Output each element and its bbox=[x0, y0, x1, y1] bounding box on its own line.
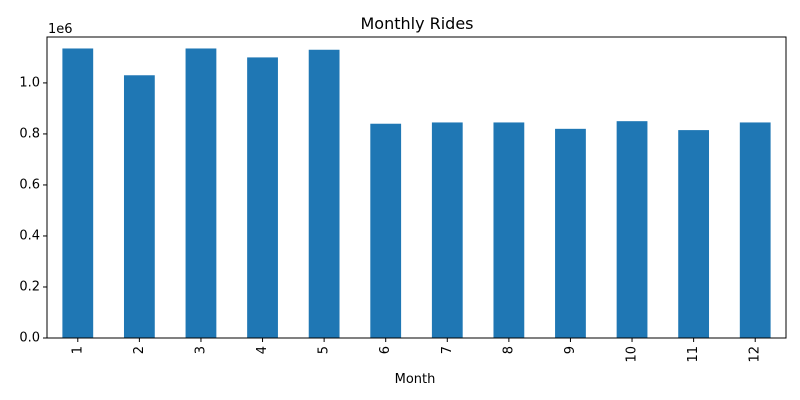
chart-title: Monthly Rides bbox=[360, 14, 473, 33]
y-tick-label: 0.0 bbox=[19, 331, 40, 346]
bar-month-6 bbox=[370, 123, 402, 338]
bar-month-11 bbox=[678, 130, 710, 338]
plot-area-frame bbox=[46, 36, 787, 339]
y-tick-label: 0.8 bbox=[19, 126, 40, 141]
x-tick-label: 9 bbox=[563, 346, 578, 354]
x-tick-label: 7 bbox=[440, 346, 455, 354]
bar-month-10 bbox=[616, 121, 648, 338]
x-tick-label: 5 bbox=[317, 346, 332, 354]
bar-month-2 bbox=[123, 75, 155, 339]
x-axis-label: Month bbox=[395, 372, 436, 387]
bar-month-1 bbox=[62, 48, 94, 338]
y-tick-label: 0.2 bbox=[19, 279, 40, 294]
x-tick-label: 3 bbox=[193, 346, 208, 354]
y-tick-label: 0.6 bbox=[19, 177, 40, 192]
bar-month-5 bbox=[308, 49, 340, 338]
y-axis-ticks: 0.0 0.2 0.4 0.6 0.8 1.0 bbox=[19, 75, 47, 346]
x-tick-label: 6 bbox=[378, 346, 393, 354]
x-tick-label: 12 bbox=[748, 346, 763, 363]
y-tick-label: 1.0 bbox=[19, 75, 40, 90]
bar-month-3 bbox=[185, 48, 217, 338]
x-tick-label: 11 bbox=[686, 346, 701, 363]
x-tick-label: 2 bbox=[132, 346, 147, 354]
x-tick-label: 10 bbox=[625, 346, 640, 363]
y-axis-offset-label: 1e6 bbox=[48, 22, 73, 37]
bar-month-12 bbox=[739, 122, 771, 338]
y-tick-label: 0.4 bbox=[19, 228, 40, 243]
x-tick-label: 1 bbox=[70, 346, 85, 354]
bar-month-8 bbox=[493, 122, 525, 338]
x-tick-label: 8 bbox=[501, 346, 516, 354]
bar-month-7 bbox=[431, 122, 463, 338]
x-axis-ticks: 1 2 3 4 5 6 7 8 9 10 11 12 bbox=[70, 338, 763, 363]
bar-month-4 bbox=[247, 57, 278, 339]
bar-month-9 bbox=[555, 128, 586, 338]
x-tick-label: 4 bbox=[255, 346, 270, 354]
bar-series bbox=[62, 48, 771, 339]
